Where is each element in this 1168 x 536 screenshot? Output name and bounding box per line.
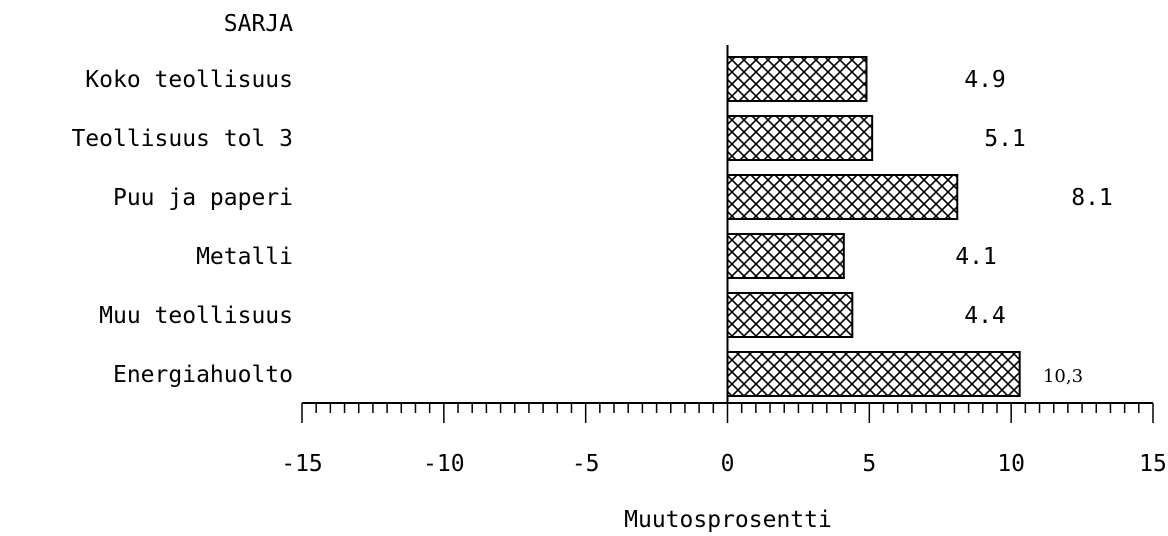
category-label: Metalli [196,244,293,270]
bar [726,115,874,161]
value-labels: 4.9 5.1 8.1 4.1 4.4 10,3 [955,67,1113,387]
value-label: 4.1 [955,244,997,270]
bars [726,56,1021,397]
x-tick-label: 15 [1139,451,1167,477]
x-tick-label: -10 [423,451,465,477]
value-label: 4.9 [964,67,1006,93]
x-axis-title: Muutosprosentti [624,507,832,533]
bar [726,56,868,102]
bar [726,351,1021,397]
category-header: SARJA [224,11,293,37]
x-tick-label: -5 [572,451,600,477]
x-tick-label: -15 [281,451,323,477]
category-label: Muu teollisuus [99,303,293,329]
bar [726,174,959,220]
x-axis-tick-labels: -15 -10 -5 0 5 10 15 [281,451,1167,477]
category-label: Koko teollisuus [85,67,293,93]
value-label: 5.1 [984,126,1026,152]
value-label: 10,3 [1043,366,1083,387]
x-tick-label: 10 [997,451,1025,477]
x-tick-label: 5 [862,451,876,477]
category-label: Puu ja paperi [113,185,293,211]
bar [726,233,845,279]
category-label: Teollisuus tol 3 [71,126,293,152]
bar [726,292,854,338]
category-label: Energiahuolto [113,362,293,388]
x-tick-label: 0 [721,451,735,477]
x-axis-ticks [301,403,1154,423]
value-label: 4.4 [964,303,1006,329]
category-labels: Koko teollisuus Teollisuus tol 3 Puu ja pa… [71,67,293,388]
value-label: 8.1 [1071,185,1113,211]
